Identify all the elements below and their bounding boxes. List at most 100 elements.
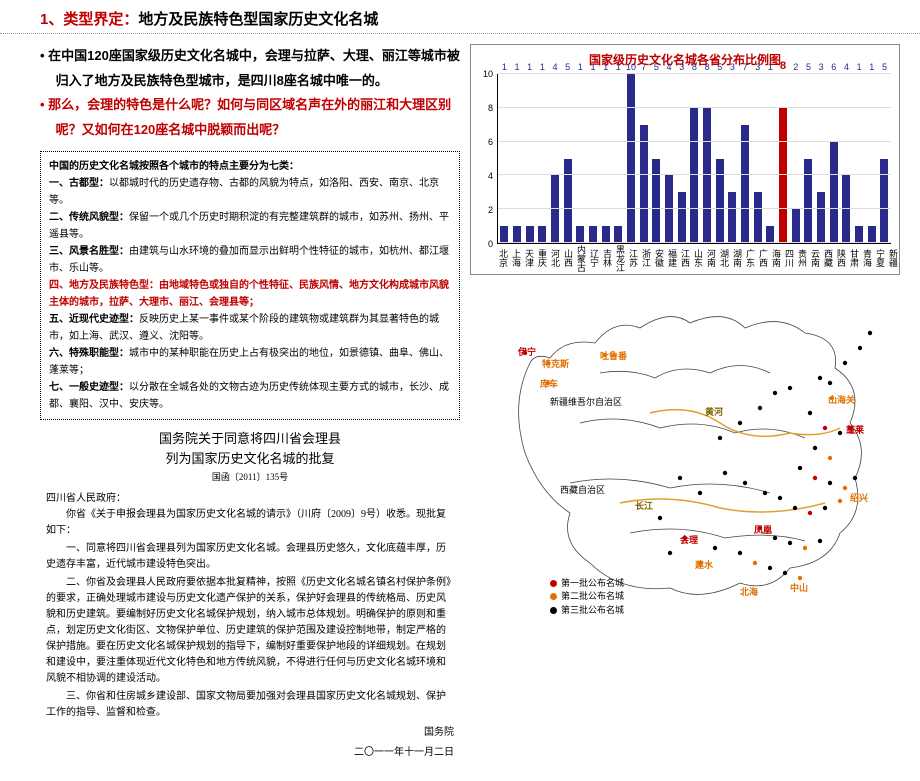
chart-bar-value: 5 <box>717 62 722 72</box>
chart-bar-wrap: 10 <box>625 74 638 243</box>
chart-x-label: 四川 <box>783 244 796 272</box>
chart-bar-value: 3 <box>755 62 760 72</box>
chart-bar-wrap: 3 <box>751 74 764 243</box>
chart-bar <box>652 159 660 244</box>
chart-ytick: 0 <box>475 239 493 249</box>
city-dot <box>818 376 822 380</box>
chart-ytick: 10 <box>475 69 493 79</box>
city-dot <box>828 381 832 385</box>
bullet-1: 在中国120座国家级历史文化名城中，会理与拉萨、大理、丽江等城市被归入了地方及民… <box>40 44 460 93</box>
chart-bar-value: 1 <box>869 62 874 72</box>
chart-x-label: 辽宁 <box>588 244 601 272</box>
chart-bar <box>754 192 762 243</box>
city-dot <box>823 426 827 430</box>
chart-bar <box>690 108 698 243</box>
doc-p4: 三、你省和住房城乡建设部、国家文物局要加强对会理县国家历史文化名城规划、保护工作… <box>46 689 454 721</box>
chart-bar-wrap: 1 <box>574 74 587 243</box>
chart-x-labels: 北京上海天津重庆河北山西内蒙古辽宁吉林黑龙江江苏浙江安徽福建江西山东河南湖北湖南… <box>497 244 891 272</box>
doc-addressee: 四川省人民政府： <box>46 491 454 507</box>
chart-x-label: 青海 <box>861 244 874 272</box>
legend-dot-3 <box>550 607 557 614</box>
right-column: 国家级历史文化名城各省分布比例图 11114511111075438853731… <box>470 44 900 761</box>
chart-plot: 11114511111075438853731825364115 <box>497 74 891 244</box>
type-4: 四、地方及民族特色型：由地域特色或独自的个性特征、民族风情、地方文化构成城市风貌… <box>49 277 451 311</box>
lbl-changjiang: 长江 <box>635 499 653 512</box>
chart-bar-wrap: 8 <box>701 74 714 243</box>
city-dot <box>743 481 747 485</box>
chart-x-label: 河南 <box>705 244 718 272</box>
chart-bar <box>703 108 711 243</box>
chart-bar-wrap: 8 <box>688 74 701 243</box>
content: 在中国120座国家级历史文化名城中，会理与拉萨、大理、丽江等城市被归入了地方及民… <box>0 34 920 761</box>
city-dot <box>813 476 817 480</box>
city-dot <box>818 539 822 543</box>
chart-bar <box>728 192 736 243</box>
chart-bar-wrap: 2 <box>789 74 802 243</box>
chart-bar-value: 1 <box>857 62 862 72</box>
chart-bar-value: 1 <box>603 62 608 72</box>
chart-bar-value: 1 <box>540 62 545 72</box>
chart-bar <box>741 125 749 243</box>
lbl-zhongshan: 中山 <box>790 581 808 594</box>
chart-bar <box>868 226 876 243</box>
chart-bar-wrap: 6 <box>827 74 840 243</box>
doc-sign-1: 国务院 <box>46 725 454 741</box>
city-dot <box>858 346 862 350</box>
chart-bar <box>538 226 546 243</box>
types-intro: 中国的历史文化名城按照各个城市的特点主要分为七类： <box>49 158 451 175</box>
chart-bar-wrap: 1 <box>853 74 866 243</box>
city-dot <box>808 411 812 415</box>
chart-ytick: 4 <box>475 171 493 181</box>
bullet-2: 那么，会理的特色是什么呢？如何与同区域名声在外的丽江和大理区别呢？又如何在120… <box>40 93 460 142</box>
chart-bar-wrap: 3 <box>675 74 688 243</box>
city-dot <box>783 571 787 575</box>
lbl-huili: 会理 <box>680 533 698 546</box>
chart-bar <box>792 209 800 243</box>
chart-bar-value: 1 <box>591 62 596 72</box>
city-dot <box>803 546 807 550</box>
chart-bar-wrap: 1 <box>764 74 777 243</box>
chart-x-label: 宁夏 <box>874 244 887 272</box>
chart-bar-wrap: 7 <box>739 74 752 243</box>
chart-x-label: 新疆 <box>887 244 900 272</box>
chart-bar-wrap: 1 <box>536 74 549 243</box>
chart-x-label: 海南 <box>770 244 783 272</box>
city-dot <box>723 471 727 475</box>
doc-p1: 你省《关于申报会理县为国家历史文化名城的请示》（川府〔2009〕9号）收悉。现批… <box>46 507 454 539</box>
city-dot <box>768 566 772 570</box>
chart-bar-wrap: 5 <box>561 74 574 243</box>
chart-bar-wrap: 4 <box>549 74 562 243</box>
city-dot <box>853 476 857 480</box>
chart-x-label: 安徽 <box>653 244 666 272</box>
chart-bar-value: 8 <box>692 62 697 72</box>
chart-bar-value: 8 <box>705 62 710 72</box>
type-3: 三、风景名胜型：由建筑与山水环境的叠加而显示出鲜明个性特征的城市，如杭州、都江堰… <box>49 243 451 277</box>
chart-bar-wrap: 7 <box>637 74 650 243</box>
chart-bar-wrap: 5 <box>802 74 815 243</box>
chart-bar-value: 1 <box>616 62 621 72</box>
city-dot <box>713 546 717 550</box>
chart-bar <box>589 226 597 243</box>
chart-bar-value: 3 <box>679 62 684 72</box>
city-dot <box>838 499 842 503</box>
chart-bar-value: 5 <box>654 62 659 72</box>
legend-dot-2 <box>550 593 557 600</box>
intro-bullets: 在中国120座国家级历史文化名城中，会理与拉萨、大理、丽江等城市被归入了地方及民… <box>40 44 460 143</box>
city-dot <box>838 431 842 435</box>
chart-bar-wrap: 1 <box>587 74 600 243</box>
chart-ytick: 2 <box>475 205 493 215</box>
city-dot <box>718 436 722 440</box>
city-dot <box>798 576 802 580</box>
chart-x-label: 黑龙江 <box>614 244 627 272</box>
header-number: 1、类型界定： <box>40 11 138 28</box>
chart-bar-wrap: 1 <box>599 74 612 243</box>
chart-bar-value: 3 <box>819 62 824 72</box>
city-dot <box>843 486 847 490</box>
chart-bar <box>842 175 850 243</box>
chart-bar-value: 1 <box>768 62 773 72</box>
city-dot <box>773 536 777 540</box>
city-dot <box>758 406 762 410</box>
chart-bar-value: 3 <box>730 62 735 72</box>
chart-bar <box>513 226 521 243</box>
chart-bar-wrap: 8 <box>777 74 790 243</box>
